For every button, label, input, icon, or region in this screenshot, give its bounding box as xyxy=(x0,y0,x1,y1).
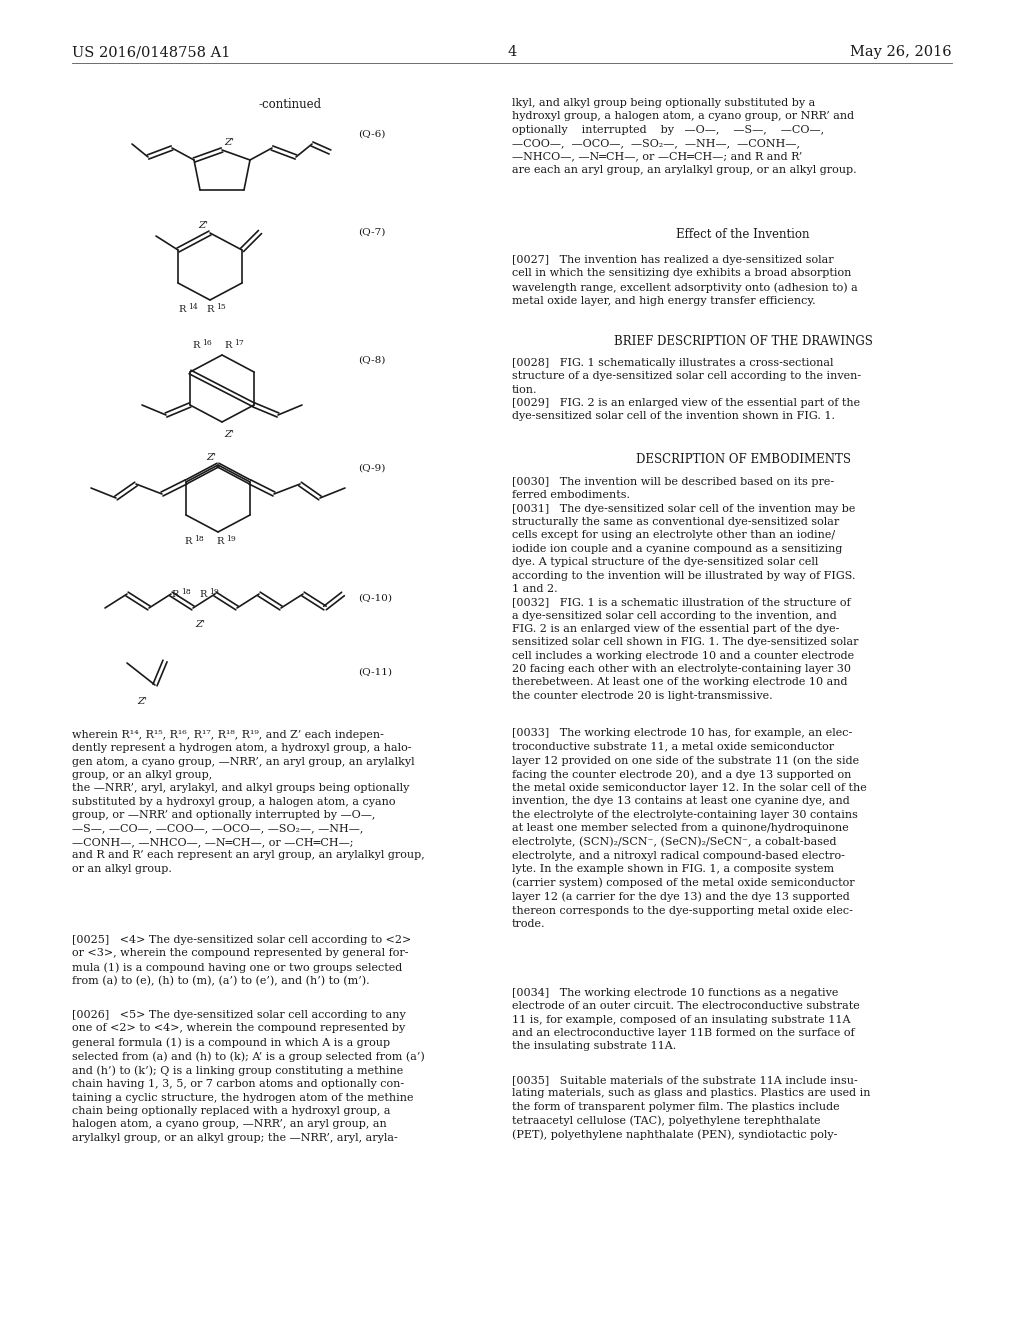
Text: Z': Z' xyxy=(224,430,234,440)
Text: R: R xyxy=(224,341,231,350)
Text: 17: 17 xyxy=(234,339,244,347)
Text: Z': Z' xyxy=(137,697,147,706)
Text: DESCRIPTION OF EMBODIMENTS: DESCRIPTION OF EMBODIMENTS xyxy=(636,453,851,466)
Text: (Q-6): (Q-6) xyxy=(358,129,385,139)
Text: -continued: -continued xyxy=(258,98,322,111)
Text: R: R xyxy=(178,305,185,314)
Text: R: R xyxy=(206,305,213,314)
Text: [0027]   The invention has realized a dye-sensitized solar
cell in which the sen: [0027] The invention has realized a dye-… xyxy=(512,255,858,306)
Text: [0026]   <5> The dye-sensitized solar cell according to any
one of <2> to <4>, w: [0026] <5> The dye-sensitized solar cell… xyxy=(72,1010,425,1143)
Text: 16: 16 xyxy=(202,339,212,347)
Text: (Q-9): (Q-9) xyxy=(358,465,385,473)
Text: [0028]   FIG. 1 schematically illustrates a cross-sectional
structure of a dye-s: [0028] FIG. 1 schematically illustrates … xyxy=(512,358,861,421)
Text: Effect of the Invention: Effect of the Invention xyxy=(676,228,810,242)
Text: R: R xyxy=(216,537,223,546)
Text: 19: 19 xyxy=(209,587,219,597)
Text: (Q-7): (Q-7) xyxy=(358,228,385,238)
Text: lkyl, and alkyl group being optionally substituted by a
hydroxyl group, a haloge: lkyl, and alkyl group being optionally s… xyxy=(512,98,857,174)
Text: [0030]   The invention will be described based on its pre-
ferred embodiments.
[: [0030] The invention will be described b… xyxy=(512,477,858,701)
Text: [0035]   Suitable materials of the substrate 11A include insu-
lating materials,: [0035] Suitable materials of the substra… xyxy=(512,1074,870,1140)
Text: 14: 14 xyxy=(188,304,198,312)
Text: BRIEF DESCRIPTION OF THE DRAWINGS: BRIEF DESCRIPTION OF THE DRAWINGS xyxy=(613,335,872,348)
Text: (Q-8): (Q-8) xyxy=(358,356,385,366)
Text: R: R xyxy=(193,341,200,350)
Text: Z': Z' xyxy=(206,453,216,462)
Text: 15: 15 xyxy=(216,304,225,312)
Text: 18: 18 xyxy=(194,535,204,543)
Text: [0034]   The working electrode 10 functions as a negative
electrode of an outer : [0034] The working electrode 10 function… xyxy=(512,987,860,1052)
Text: 4: 4 xyxy=(507,45,517,59)
Text: Z': Z' xyxy=(195,620,205,630)
Text: R: R xyxy=(199,590,207,599)
Text: R: R xyxy=(171,590,178,599)
Text: 18: 18 xyxy=(181,587,190,597)
Text: R: R xyxy=(184,537,191,546)
Text: [0025]   <4> The dye-sensitized solar cell according to <2>
or <3>, wherein the : [0025] <4> The dye-sensitized solar cell… xyxy=(72,935,412,986)
Text: (Q-10): (Q-10) xyxy=(358,594,392,603)
Text: (Q-11): (Q-11) xyxy=(358,668,392,677)
Text: US 2016/0148758 A1: US 2016/0148758 A1 xyxy=(72,45,230,59)
Text: Z': Z' xyxy=(224,139,234,147)
Text: [0033]   The working electrode 10 has, for example, an elec-
troconductive subst: [0033] The working electrode 10 has, for… xyxy=(512,729,866,929)
Text: May 26, 2016: May 26, 2016 xyxy=(850,45,952,59)
Text: Z': Z' xyxy=(198,220,208,230)
Text: 19: 19 xyxy=(226,535,236,543)
Text: wherein R¹⁴, R¹⁵, R¹⁶, R¹⁷, R¹⁸, R¹⁹, and Z’ each indepen-
dently represent a hy: wherein R¹⁴, R¹⁵, R¹⁶, R¹⁷, R¹⁸, R¹⁹, an… xyxy=(72,730,425,874)
